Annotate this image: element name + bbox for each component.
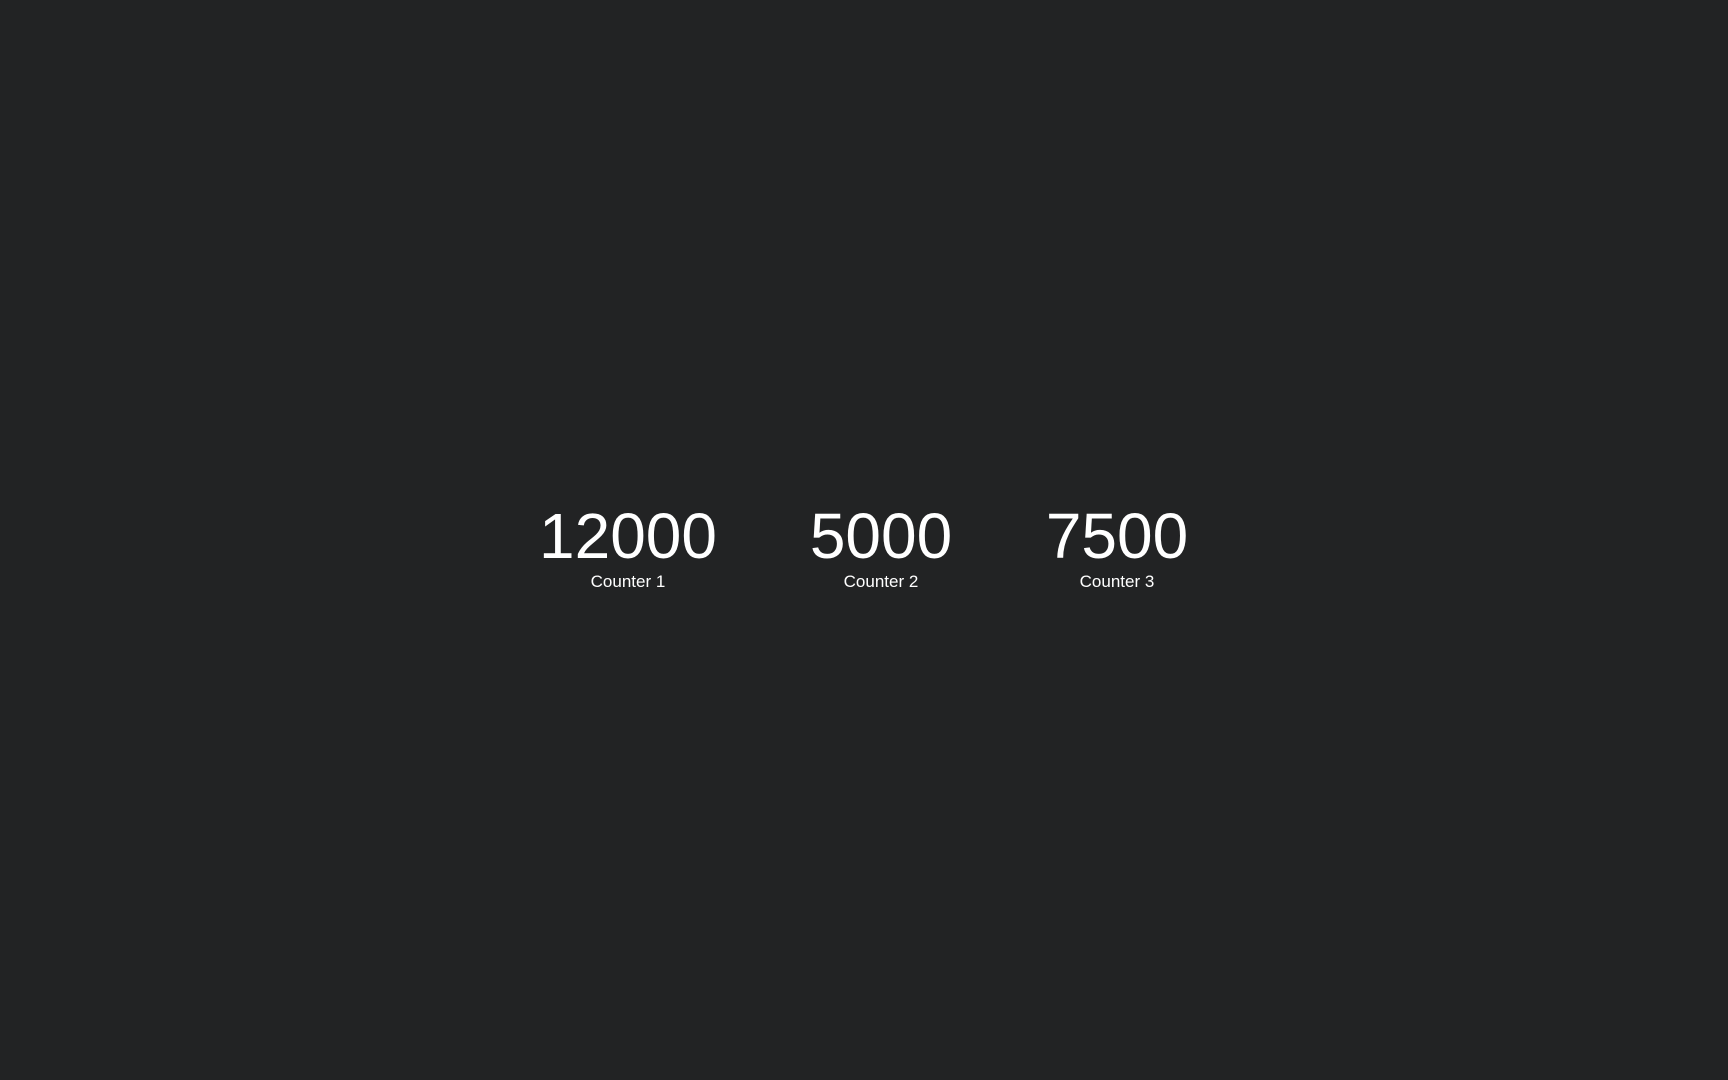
counter-2-value: 5000	[809, 500, 953, 572]
counter-1-label: Counter 1	[590, 572, 666, 591]
counter-2: 5000 Counter 2	[810, 500, 952, 592]
counter-1-value: 12000	[539, 500, 717, 572]
counter-2-label: Counter 2	[843, 572, 919, 591]
counter-3: 7500 Counter 3	[1046, 500, 1188, 592]
counter-3-label: Counter 3	[1079, 572, 1155, 591]
counter-3-value: 7500	[1045, 500, 1189, 572]
counter-1: 12000 Counter 1	[539, 500, 717, 592]
